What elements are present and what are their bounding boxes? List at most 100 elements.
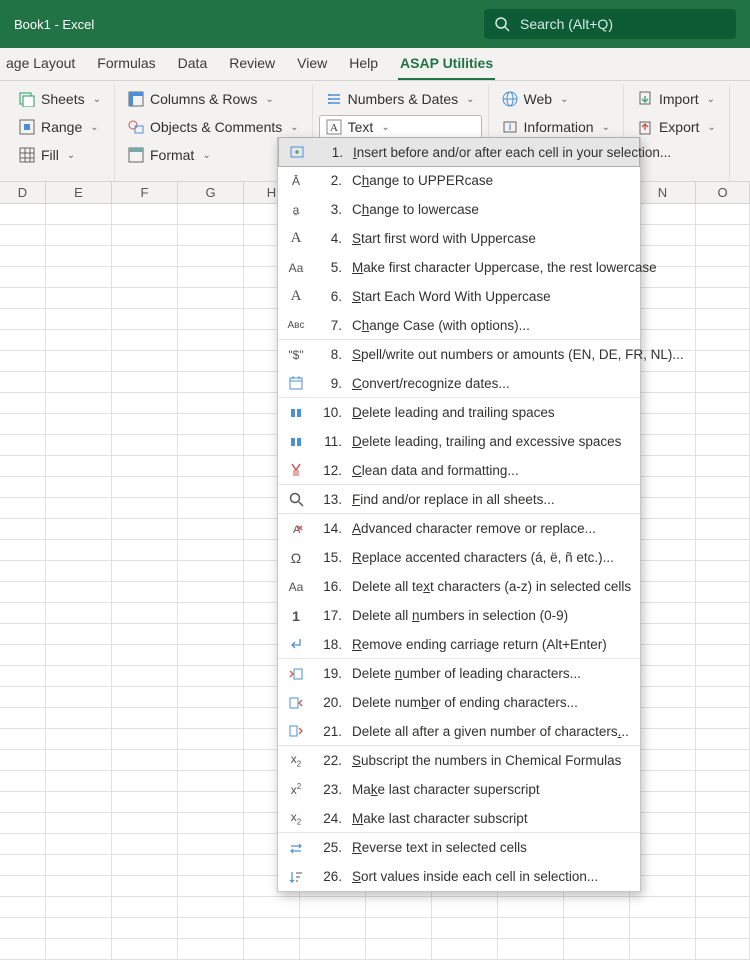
grid-cell[interactable] [0,897,46,918]
grid-cell[interactable] [112,540,178,561]
grid-cell[interactable] [178,876,244,897]
grid-cell[interactable] [0,750,46,771]
grid-cell[interactable] [178,603,244,624]
grid-cell[interactable] [178,351,244,372]
grid-cell[interactable] [178,729,244,750]
grid-cell[interactable] [46,813,112,834]
grid-cell[interactable] [696,246,750,267]
col-header-O[interactable]: O [696,182,750,203]
grid-cell[interactable] [46,750,112,771]
grid-cell[interactable] [46,246,112,267]
grid-cell[interactable] [46,771,112,792]
tab-view[interactable]: View [295,48,329,80]
tab-page-layout[interactable]: age Layout [4,48,77,80]
grid-cell[interactable] [366,897,432,918]
grid-cell[interactable] [0,414,46,435]
tab-review[interactable]: Review [227,48,277,80]
grid-cell[interactable] [696,330,750,351]
tab-formulas[interactable]: Formulas [95,48,157,80]
grid-cell[interactable] [112,393,178,414]
text-button[interactable]: A Text⌄ [319,115,482,139]
grid-cell[interactable] [46,855,112,876]
menu-item-8[interactable]: "$"8.Spell/write out numbers or amounts … [278,340,640,369]
web-button[interactable]: Web⌄ [495,87,617,111]
grid-cell[interactable] [112,582,178,603]
objects-comments-button[interactable]: Objects & Comments⌄ [121,115,306,139]
menu-item-2[interactable]: Ā2.Change to UPPERcase [278,166,640,195]
grid-cell[interactable] [498,939,564,960]
grid-cell[interactable] [178,540,244,561]
grid-cell[interactable] [178,897,244,918]
grid-cell[interactable] [112,561,178,582]
grid-cell[interactable] [46,519,112,540]
grid-cell[interactable] [696,498,750,519]
grid-cell[interactable] [178,330,244,351]
grid-cell[interactable] [112,414,178,435]
grid-cell[interactable] [696,855,750,876]
grid-cell[interactable] [112,225,178,246]
grid-cell[interactable] [0,561,46,582]
grid-cell[interactable] [0,225,46,246]
range-button[interactable]: Range⌄ [12,115,108,139]
grid-cell[interactable] [564,939,630,960]
grid-cell[interactable] [0,498,46,519]
sheets-button[interactable]: Sheets⌄ [12,87,108,111]
grid-cell[interactable] [112,750,178,771]
grid-cell[interactable] [0,267,46,288]
grid-cell[interactable] [696,540,750,561]
grid-cell[interactable] [112,771,178,792]
grid-cell[interactable] [46,435,112,456]
grid-cell[interactable] [112,351,178,372]
grid-cell[interactable] [300,897,366,918]
menu-item-20[interactable]: 20.Delete number of ending characters... [278,688,640,717]
grid-cell[interactable] [112,330,178,351]
start-last-button[interactable]: Start last tool ag [736,143,744,165]
tab-data[interactable]: Data [176,48,210,80]
grid-cell[interactable] [46,645,112,666]
grid-cell[interactable] [0,729,46,750]
grid-cell[interactable] [300,939,366,960]
grid-cell[interactable] [696,519,750,540]
grid-cell[interactable] [46,624,112,645]
grid-cell[interactable] [498,918,564,939]
search-box[interactable]: Search (Alt+Q) [484,9,736,39]
grid-cell[interactable] [178,582,244,603]
grid-cell[interactable] [0,204,46,225]
columns-rows-button[interactable]: Columns & Rows⌄ [121,87,306,111]
grid-cell[interactable] [112,267,178,288]
grid-cell[interactable] [300,918,366,939]
menu-item-22[interactable]: x222.Subscript the numbers in Chemical F… [278,746,640,775]
grid-cell[interactable] [112,645,178,666]
menu-item-4[interactable]: A4.Start first word with Uppercase [278,224,640,253]
grid-cell[interactable] [696,666,750,687]
grid-cell[interactable] [112,519,178,540]
export-button[interactable]: Export⌄ [630,115,723,139]
grid-cell[interactable] [0,876,46,897]
grid-cell[interactable] [696,477,750,498]
grid-cell[interactable] [46,876,112,897]
grid-cell[interactable] [112,729,178,750]
grid-cell[interactable] [112,834,178,855]
grid-cell[interactable] [696,309,750,330]
grid-cell[interactable] [0,603,46,624]
menu-item-5[interactable]: Aa5.Make first character Uppercase, the … [278,253,640,282]
information-button[interactable]: i Information⌄ [495,115,617,139]
grid-cell[interactable] [112,708,178,729]
grid-cell[interactable] [46,330,112,351]
menu-item-10[interactable]: 10.Delete leading and trailing spaces [278,398,640,427]
grid-cell[interactable] [696,351,750,372]
grid-cell[interactable] [46,372,112,393]
grid-cell[interactable] [0,393,46,414]
grid-cell[interactable] [244,939,300,960]
grid-cell[interactable] [0,456,46,477]
grid-cell[interactable] [366,939,432,960]
menu-item-17[interactable]: 117.Delete all numbers in selection (0-9… [278,601,640,630]
grid-cell[interactable] [178,792,244,813]
grid-cell[interactable] [564,918,630,939]
menu-item-24[interactable]: x224.Make last character subscript [278,804,640,833]
grid-cell[interactable] [112,456,178,477]
grid-cell[interactable] [0,918,46,939]
grid-cell[interactable] [178,456,244,477]
grid-cell[interactable] [0,246,46,267]
grid-cell[interactable] [0,834,46,855]
